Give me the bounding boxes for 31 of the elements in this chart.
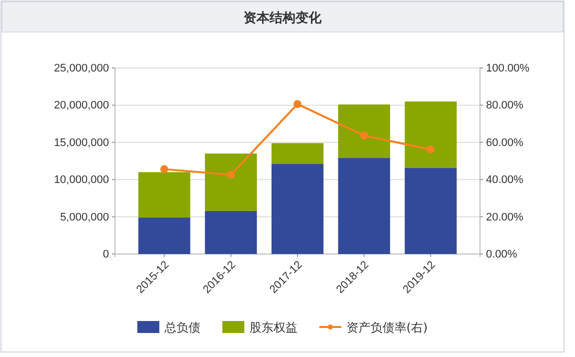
bar — [204, 154, 257, 211]
bar — [404, 168, 457, 254]
y2-tick-label: 80.00% — [486, 100, 524, 112]
point — [294, 100, 302, 108]
legend-label: 股东权益 — [249, 320, 298, 334]
y2-tick-label: 100.00% — [486, 62, 530, 75]
bar — [338, 104, 390, 158]
y2-tick-label: 0.00% — [486, 248, 518, 261]
y2-tick-label: 20.00% — [486, 211, 524, 224]
point — [226, 170, 235, 179]
y-tick-label: 0 — [102, 248, 109, 261]
point — [360, 132, 368, 140]
bar — [272, 164, 324, 254]
legend-label: 资产负债率(右) — [346, 320, 428, 334]
bar — [204, 210, 257, 254]
bar — [338, 158, 390, 254]
y2-tick-label: 40.00% — [486, 174, 524, 186]
bar — [138, 172, 190, 218]
point — [160, 165, 168, 174]
bar — [138, 218, 190, 254]
y-tick-label: 5,000,000 — [60, 211, 109, 224]
y2-tick-label: 60.00% — [486, 136, 524, 149]
y-tick-label: 15,000,000 — [54, 136, 109, 149]
point — [426, 145, 435, 154]
y-tick-label: 10,000,000 — [54, 174, 109, 186]
chart-title: 资本结构变化 — [244, 10, 322, 26]
legend-label: 总负债 — [163, 320, 200, 334]
bar — [272, 143, 324, 164]
bar — [404, 101, 457, 168]
y-tick-label: 20,000,000 — [54, 100, 109, 112]
y-tick-label: 25,000,000 — [54, 62, 109, 75]
